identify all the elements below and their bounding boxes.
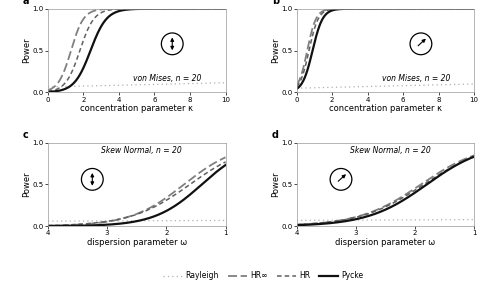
Text: a: a [23,0,30,6]
X-axis label: dispersion parameter ω: dispersion parameter ω [335,238,435,247]
X-axis label: concentration parameter κ: concentration parameter κ [80,104,193,113]
Y-axis label: Power: Power [22,172,31,197]
X-axis label: concentration parameter κ: concentration parameter κ [329,104,442,113]
Text: Skew Normal, n = 20: Skew Normal, n = 20 [350,146,431,155]
Y-axis label: Power: Power [22,38,31,63]
Text: von Mises, n = 20: von Mises, n = 20 [382,75,450,84]
Text: Skew Normal, n = 20: Skew Normal, n = 20 [101,146,182,155]
Text: d: d [272,130,279,140]
Y-axis label: Power: Power [271,38,280,63]
Legend: Rayleigh, HR∞, HR, Pycke: Rayleigh, HR∞, HR, Pycke [160,268,366,283]
Text: b: b [272,0,279,6]
Text: c: c [23,130,29,140]
Text: von Mises, n = 20: von Mises, n = 20 [133,75,202,84]
X-axis label: dispersion parameter ω: dispersion parameter ω [87,238,187,247]
Y-axis label: Power: Power [271,172,280,197]
